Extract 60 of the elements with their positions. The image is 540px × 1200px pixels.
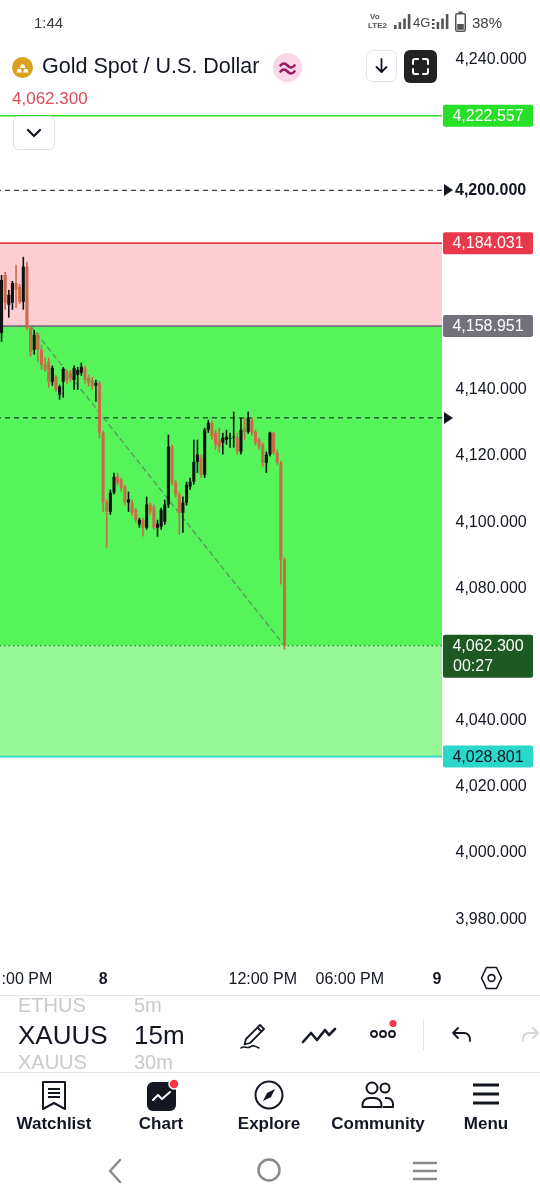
y-tick-label: 4,020.000 [455,777,527,795]
x-tick-label: 12:00 PM [228,969,297,987]
y-tick-label: 4,240.000 [455,49,527,67]
candlestick [239,417,243,456]
candlestick [36,332,40,363]
ref-line-label: 4,062.300 [452,636,524,654]
text: XAUUS [18,1020,108,1050]
y-tick-label: 4,080.000 [455,578,527,596]
candlestick [50,364,54,387]
candlestick [217,427,221,454]
candlestick [83,364,87,385]
candlestick [243,417,247,441]
text: LTE2 [368,21,387,30]
y-tick-label: 4,100.000 [455,512,527,530]
x-tick-label: :00 PM [1,969,53,987]
ref-line-label: 4,200.000 [455,181,527,199]
chart-title: Gold Spot / U.S. Dollar [42,54,260,79]
text: 1:44 [34,13,64,31]
text: 00:27 [453,657,494,674]
text: 4,062.300 [12,88,88,108]
y-tick-label: 4,040.000 [455,711,527,729]
candlestick [141,516,145,538]
candlestick [232,410,236,449]
text: Watchlist [16,1113,92,1133]
candlestick [199,453,203,479]
ref-line-label: 4,222.557 [452,106,524,124]
text: 4G [413,14,431,30]
candlestick [210,420,214,441]
x-tick-label: 8 [98,969,108,987]
candlestick [235,431,239,456]
candlestick [76,366,80,391]
x-tick-label: 06:00 PM [315,969,385,987]
text: Community [331,1113,425,1133]
y-tick-label: 4,000.000 [455,843,527,861]
text: Vo [370,12,380,21]
ref-line-label: 4,028.801 [452,747,524,765]
candlestick [47,356,51,389]
x-tick-label: 9 [432,969,442,987]
candlestick [246,410,250,435]
candlestick [261,441,265,468]
y-tick-label: 3,980.000 [455,909,527,927]
text: Explore [237,1113,301,1133]
ref-line-label: 4,158.951 [452,317,524,335]
candlestick [32,329,36,356]
text: Menu [463,1113,509,1133]
candlestick [152,503,156,531]
text: 38% [472,13,503,31]
candlestick [94,379,98,403]
y-tick-label: 4,120.000 [455,446,527,464]
candlestick [221,431,225,456]
text: Chart [138,1113,184,1133]
ref-line-label: 4,184.031 [452,234,524,252]
candlestick [192,438,196,486]
candlestick [126,490,131,513]
y-tick-label: 4,140.000 [455,380,527,398]
candlestick [61,366,65,399]
candlestick [72,364,76,391]
text: 15m [134,1020,185,1050]
candlestick [145,495,149,531]
candlestick [14,263,18,309]
